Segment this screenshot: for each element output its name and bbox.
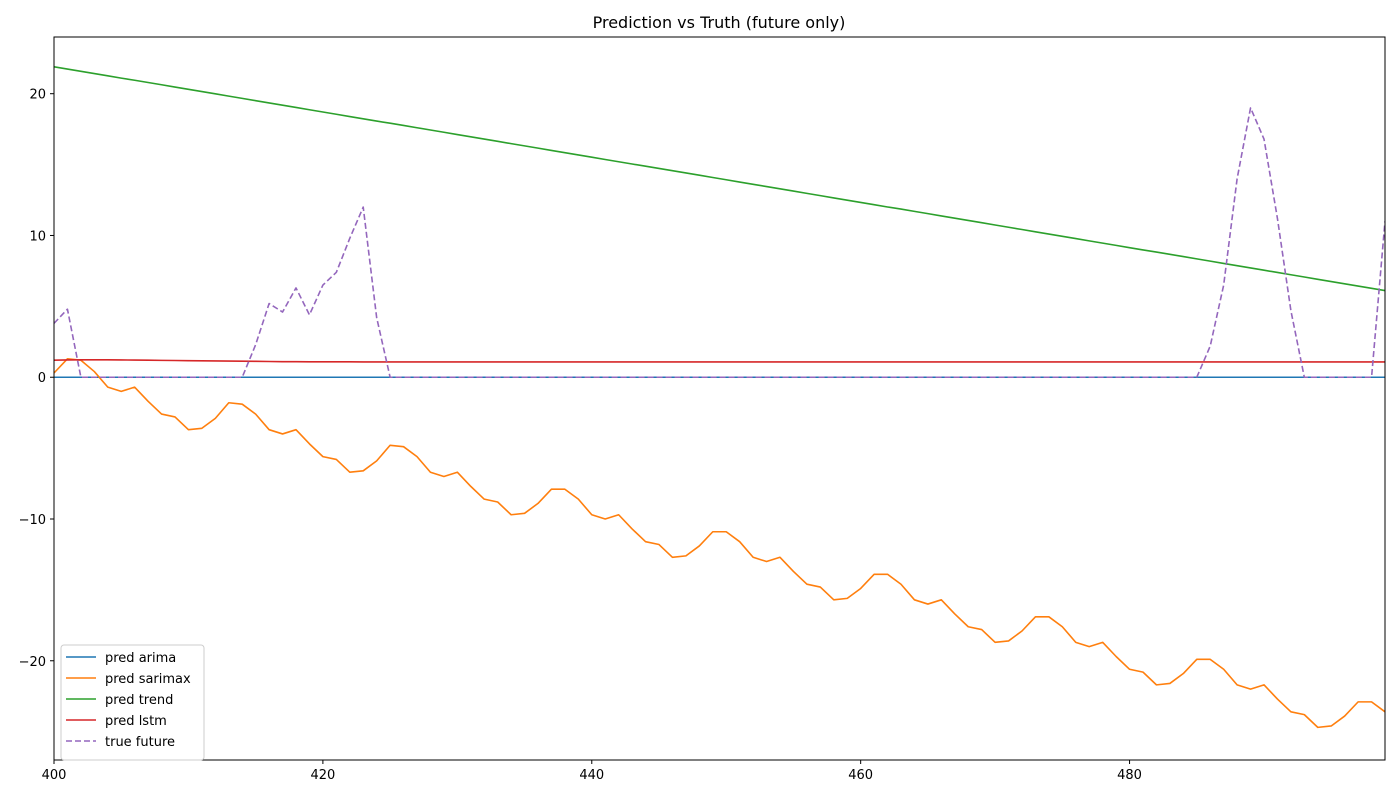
series-line-pred-lstm — [54, 358, 1385, 363]
legend: pred arima pred sarimax pred trend pred lst… — [60, 644, 205, 761]
x-tick-label: 460 — [848, 768, 873, 783]
y-tick-label: −10 — [19, 513, 46, 528]
axis-layer: 400 420 440 460 480 −20 −10 0 10 20 — [19, 88, 1142, 783]
series-line-pred-sarimax — [54, 358, 1385, 729]
y-tick-label: 10 — [29, 229, 46, 244]
x-tick-label: 420 — [310, 768, 335, 783]
x-tick-label: 400 — [42, 768, 67, 783]
x-tick-label: 440 — [579, 768, 604, 783]
y-tick-label: −20 — [19, 655, 46, 670]
y-tick-label: 20 — [29, 88, 46, 103]
chart-title: Prediction vs Truth (future only) — [593, 13, 846, 32]
series-layer — [54, 65, 1385, 729]
legend-label: pred trend — [105, 693, 173, 708]
legend-label: true future — [105, 735, 175, 750]
y-tick-label: 0 — [38, 371, 46, 386]
series-line-true-future — [54, 107, 1385, 379]
plot-frame — [53, 36, 1386, 761]
legend-label: pred arima — [105, 651, 176, 666]
legend-label: pred lstm — [105, 714, 167, 729]
series-line-pred-trend — [54, 65, 1385, 292]
x-tick-label: 480 — [1117, 768, 1142, 783]
legend-label: pred sarimax — [105, 672, 191, 687]
legend-box — [60, 644, 205, 761]
